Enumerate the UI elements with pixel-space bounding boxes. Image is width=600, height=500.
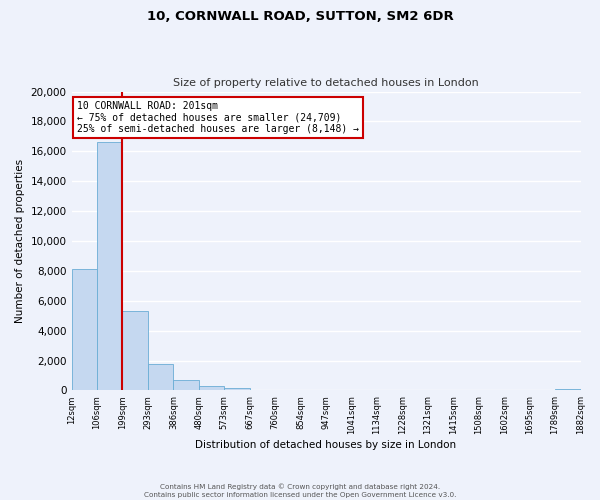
Bar <box>199 386 224 390</box>
Bar <box>148 364 173 390</box>
Bar <box>71 270 97 390</box>
Title: Size of property relative to detached houses in London: Size of property relative to detached ho… <box>173 78 479 88</box>
Bar <box>555 389 581 390</box>
Bar <box>97 142 122 390</box>
Text: 10 CORNWALL ROAD: 201sqm
← 75% of detached houses are smaller (24,709)
25% of se: 10 CORNWALL ROAD: 201sqm ← 75% of detach… <box>77 100 359 134</box>
X-axis label: Distribution of detached houses by size in London: Distribution of detached houses by size … <box>196 440 457 450</box>
Text: Contains HM Land Registry data © Crown copyright and database right 2024.
Contai: Contains HM Land Registry data © Crown c… <box>144 484 456 498</box>
Bar <box>224 388 250 390</box>
Bar <box>173 380 199 390</box>
Y-axis label: Number of detached properties: Number of detached properties <box>15 159 25 323</box>
Text: 10, CORNWALL ROAD, SUTTON, SM2 6DR: 10, CORNWALL ROAD, SUTTON, SM2 6DR <box>146 10 454 23</box>
Bar <box>122 311 148 390</box>
